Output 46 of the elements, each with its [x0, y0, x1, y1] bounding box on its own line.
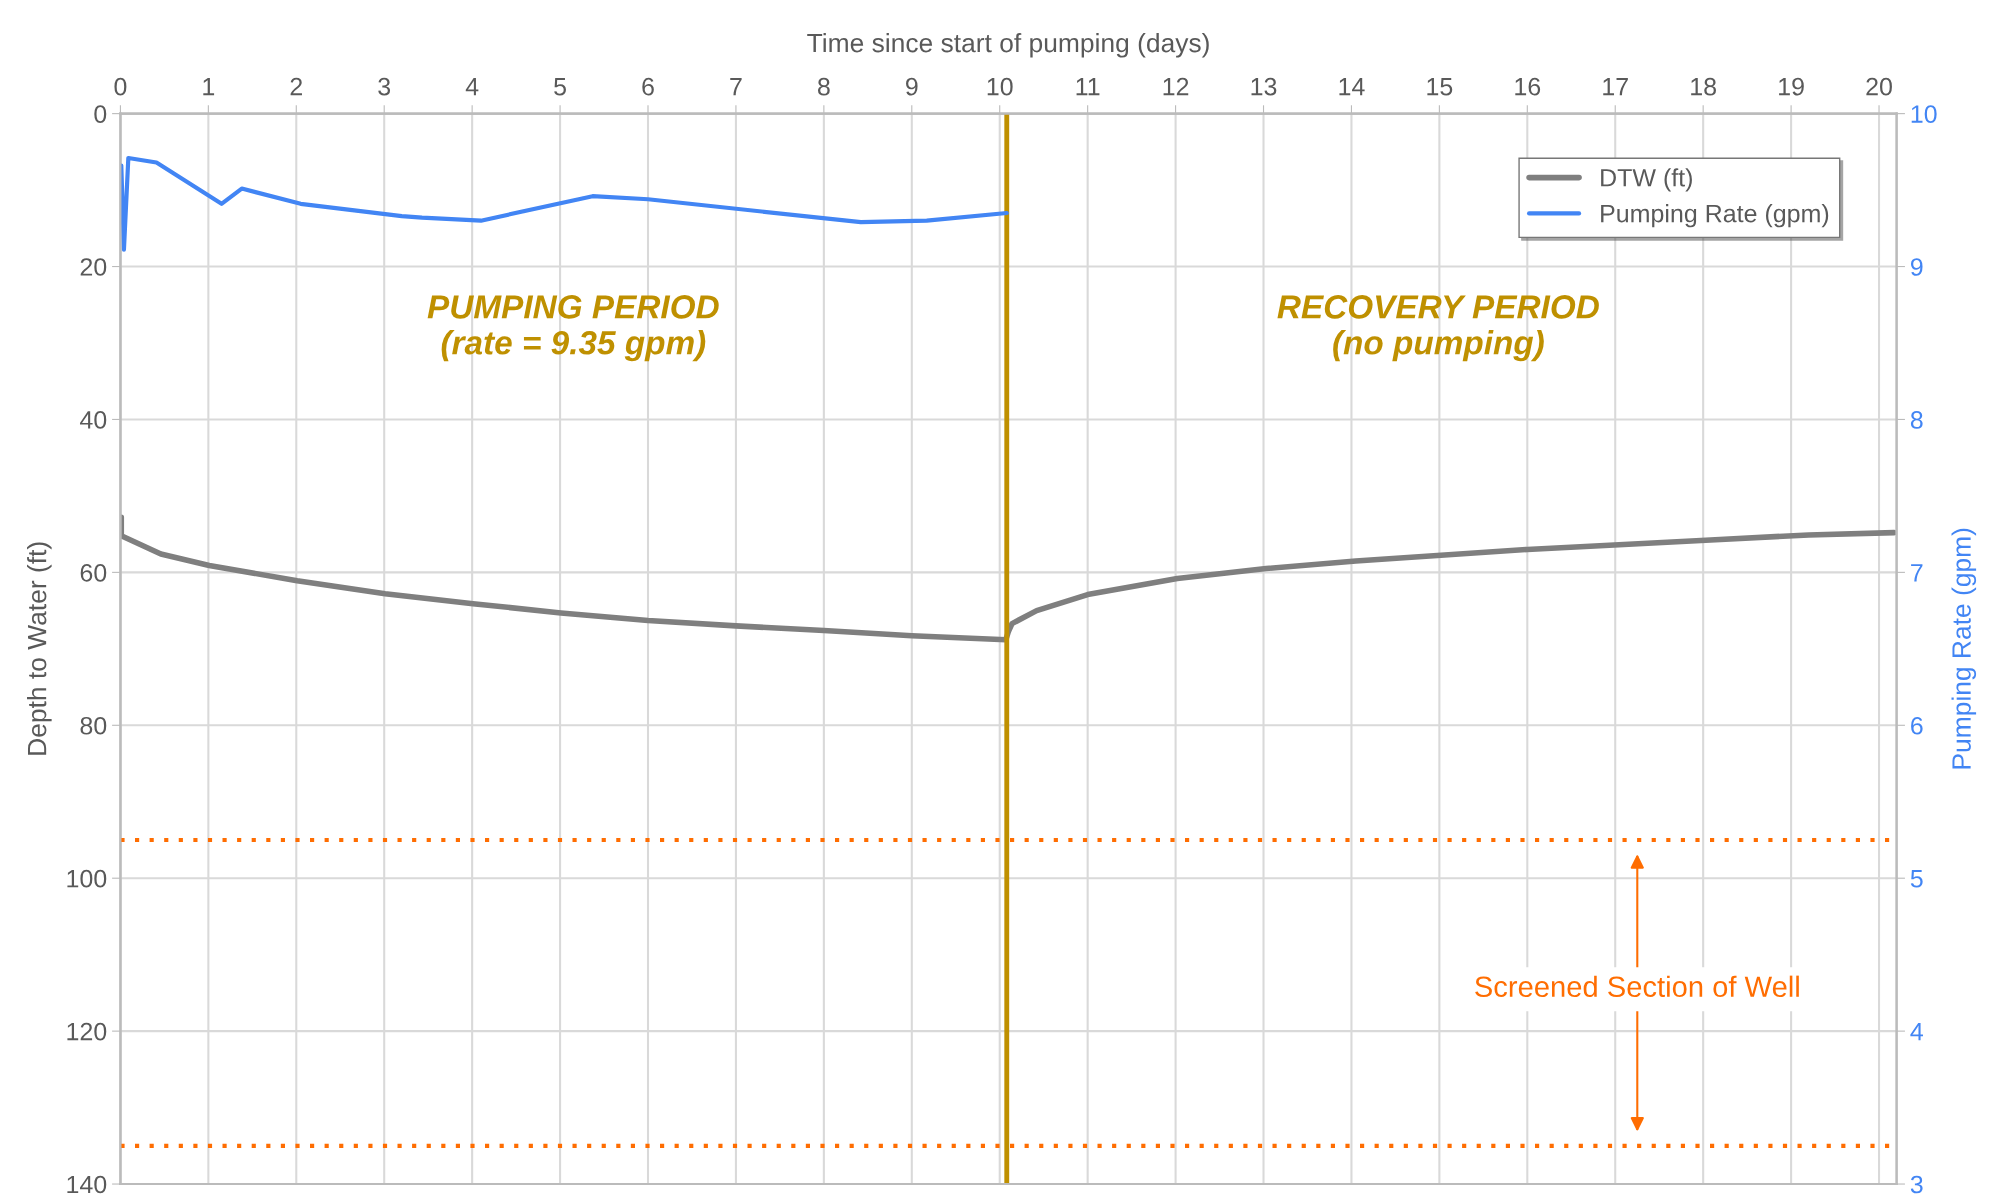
y-tick-label: 40: [80, 411, 107, 429]
x-tick-label: 9: [906, 77, 918, 96]
y-tick-label: 140: [67, 1175, 107, 1194]
x-tick-label: 17: [1603, 78, 1628, 96]
x-tick-label: 0: [114, 77, 127, 96]
x-tick-label: 19: [1779, 77, 1804, 96]
x-tick-label: 18: [1691, 77, 1716, 96]
y-tick-label: 100: [67, 869, 107, 888]
y2-tick-label: 10: [1911, 105, 1937, 123]
y2-tick-label: 3: [1910, 1175, 1923, 1194]
y-tick-label: 60: [80, 563, 107, 582]
x-tick-label: 15: [1427, 78, 1453, 96]
x-axis-title: Time since start of pumping (days): [807, 33, 1209, 58]
x-tick-label: 6: [642, 77, 654, 96]
y-tick-label: 20: [80, 258, 107, 276]
x-tick-label: 13: [1251, 77, 1277, 96]
x-tick-label: 20: [1866, 77, 1892, 96]
legend-label: Pumping Rate (gpm): [1601, 204, 1829, 228]
y2-tick-label: 7: [1911, 564, 1923, 582]
y2-tick-label: 8: [1910, 411, 1923, 429]
y2-axis-title: Pumping Rate (gpm): [1951, 528, 1977, 769]
legend-label: DTW (ft): [1601, 168, 1692, 192]
x-tick-label: 16: [1515, 77, 1541, 96]
x-tick-label: 11: [1076, 78, 1100, 96]
y-tick-label: 120: [67, 1022, 107, 1041]
y2-tick-label: 6: [1911, 716, 1923, 735]
x-tick-label: 3: [378, 77, 391, 96]
x-tick-label: 12: [1163, 77, 1189, 96]
x-tick-label: 4: [465, 78, 479, 96]
y2-tick-label: 4: [1910, 1022, 1923, 1041]
x-tick-label: 8: [818, 77, 830, 96]
x-tick-label: 7: [730, 78, 742, 96]
x-tick-label: 2: [290, 77, 302, 96]
y-axis-title: Depth to Water (ft): [27, 542, 52, 755]
y-tick-label: 0: [94, 105, 107, 123]
y2-tick-label: 5: [1910, 870, 1923, 888]
x-tick-label: 1: [203, 78, 215, 96]
x-tick-label: 10: [987, 77, 1013, 96]
y-tick-label: 80: [80, 716, 107, 735]
line-series: [120, 155, 1009, 252]
y2-tick-label: 9: [1910, 258, 1923, 276]
annotation: Screened Section of Well: [1475, 975, 1799, 998]
annotation: RECOVERY PERIOD (no pumping): [1277, 295, 1599, 362]
x-tick-label: 5: [554, 78, 566, 96]
annotation: PUMPING PERIOD (rate = 9.35 gpm): [427, 295, 719, 362]
x-tick-label: 14: [1339, 78, 1365, 96]
